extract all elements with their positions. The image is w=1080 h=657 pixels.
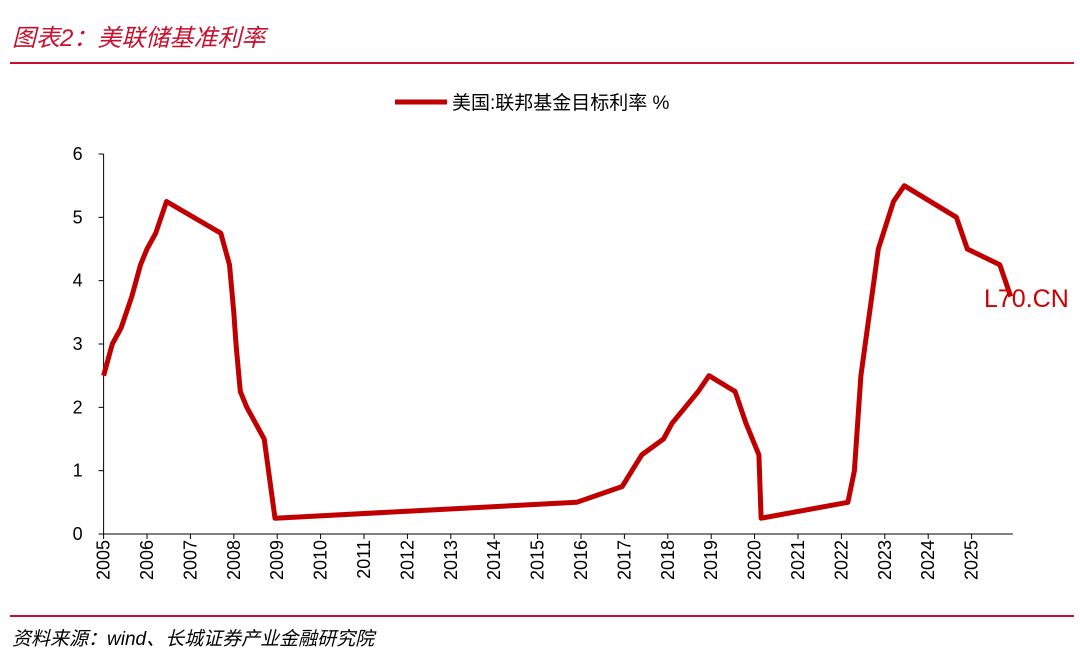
watermark: L70.CN [984,285,1069,313]
x-tick-label: 2008 [224,540,244,580]
y-tick-label: 1 [73,461,83,481]
y-tick-label: 5 [73,207,83,227]
x-tick-label: 2025 [962,540,982,580]
x-tick-label: 2015 [528,540,548,580]
x-tick-label: 2020 [745,540,765,580]
x-tick-label: 2010 [311,540,331,580]
top-divider [10,62,1074,64]
x-tick-label: 2005 [94,540,114,580]
chart-title: 图表2：美联储基准利率 [12,25,266,52]
y-tick-label: 2 [73,397,83,417]
x-tick-label: 2018 [658,540,678,580]
legend: 美国:联邦基金目标利率 % [395,92,670,114]
x-tick-label: 2009 [267,540,287,580]
x-tick-label: 2017 [614,540,634,580]
x-tick-label: 2013 [441,540,461,580]
x-tick-label: 2023 [875,540,895,580]
x-tick-label: 2014 [484,540,504,580]
x-tick-label: 2019 [701,540,721,580]
y-tick-label: 6 [73,144,83,164]
x-tick-label: 2021 [788,540,808,580]
series-line [101,183,1014,521]
source-note: 资料来源：wind、长城证券产业金融研究院 [12,629,375,650]
y-tick-label: 4 [73,271,83,291]
x-tick-label: 2006 [137,540,157,580]
legend-label: 美国:联邦基金目标利率 % [452,92,670,114]
x-tick-label: 2011 [354,540,374,579]
bottom-divider [10,615,1074,617]
x-tick-label: 2024 [918,540,938,580]
y-tick-label: 0 [73,524,83,544]
y-tick-label: 3 [73,334,83,354]
x-tick-label: 2016 [571,540,591,580]
x-tick-label: 2022 [831,540,851,580]
x-tick-label: 2007 [180,540,200,580]
x-tick-label: 2012 [397,540,417,580]
